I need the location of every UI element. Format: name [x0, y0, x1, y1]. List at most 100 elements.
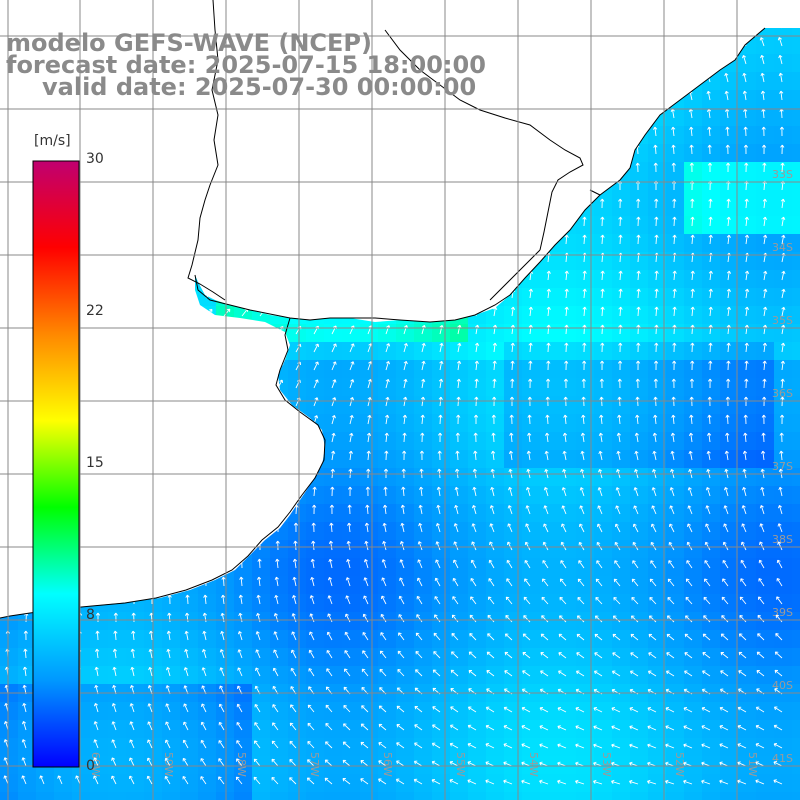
speed-cell	[792, 234, 800, 252]
wind-arrow	[775, 614, 783, 623]
wind-arrow	[666, 652, 675, 659]
wind-arrow	[762, 198, 767, 209]
wind-arrow	[325, 723, 333, 731]
speed-cell	[738, 270, 756, 288]
wind-arrow	[307, 759, 315, 767]
wind-arrow	[757, 633, 765, 641]
wind-arrow	[293, 540, 298, 551]
speed-cell	[558, 756, 576, 774]
wind-arrow	[595, 596, 603, 605]
wind-arrow	[487, 614, 495, 623]
wind-arrow	[653, 414, 658, 425]
speed-cell	[126, 612, 144, 630]
speed-cell	[324, 378, 342, 396]
wind-arrow	[485, 761, 495, 767]
wind-arrow	[617, 378, 622, 389]
wind-arrow	[719, 725, 729, 731]
speed-cell	[648, 144, 666, 162]
speed-cell	[198, 702, 216, 720]
speed-cell	[360, 576, 378, 594]
wind-arrow	[364, 522, 370, 533]
wind-arrow	[364, 540, 369, 551]
speed-cell	[108, 720, 126, 738]
speed-cell	[378, 666, 396, 684]
wind-arrow	[384, 432, 389, 443]
speed-cell	[414, 342, 432, 360]
wind-arrow	[613, 578, 621, 587]
wind-arrow	[525, 487, 531, 497]
wind-arrow	[415, 669, 423, 677]
speed-cell	[324, 522, 342, 540]
wind-arrow	[648, 633, 657, 641]
speed-cell	[576, 504, 594, 522]
speed-cell	[378, 450, 396, 468]
speed-cell	[774, 342, 792, 360]
speed-cell	[216, 612, 234, 630]
speed-cell	[468, 432, 486, 450]
wind-arrow	[672, 198, 677, 209]
wind-arrow	[93, 739, 99, 749]
speed-cell	[378, 378, 396, 396]
wind-arrow	[344, 668, 351, 677]
wind-arrow	[672, 216, 677, 227]
speed-cell	[558, 720, 576, 738]
speed-cell	[342, 756, 360, 774]
speed-cell	[522, 486, 540, 504]
speed-cell	[630, 666, 648, 684]
speed-cell	[378, 360, 396, 378]
wind-arrow	[726, 378, 731, 389]
speed-cell	[324, 450, 342, 468]
wind-arrow	[725, 126, 730, 137]
speed-cell	[666, 612, 684, 630]
speed-cell	[702, 522, 720, 540]
speed-cell	[540, 792, 558, 800]
wind-arrow	[563, 378, 569, 389]
speed-cell	[756, 540, 774, 558]
wind-arrow	[686, 541, 693, 551]
wind-arrow	[492, 378, 497, 389]
wind-arrow	[275, 558, 280, 569]
speed-cell	[738, 630, 756, 648]
wind-arrow	[720, 633, 729, 641]
wind-arrow	[521, 761, 531, 767]
speed-cell	[684, 576, 702, 594]
speed-cell	[666, 162, 684, 180]
wind-arrow	[561, 505, 567, 515]
speed-cell	[504, 522, 522, 540]
speed-cell	[576, 486, 594, 504]
wind-arrow	[521, 743, 531, 749]
speed-cell	[738, 774, 756, 792]
speed-cell	[774, 702, 792, 720]
wind-arrow	[182, 739, 189, 749]
wind-arrow	[365, 504, 370, 515]
speed-cell	[648, 774, 666, 792]
speed-cell	[396, 360, 414, 378]
wind-arrow	[327, 595, 333, 605]
wind-arrow	[779, 414, 785, 425]
wind-arrow	[342, 759, 351, 767]
speed-cell	[684, 378, 702, 396]
speed-cell	[576, 576, 594, 594]
speed-cell	[558, 234, 576, 252]
wind-arrow	[759, 523, 765, 533]
wind-arrow	[684, 670, 693, 677]
speed-cell	[756, 612, 774, 630]
speed-cell	[90, 774, 108, 792]
longitude-label: 59W	[162, 752, 175, 777]
speed-cell	[522, 378, 540, 396]
speed-cell	[234, 630, 252, 648]
speed-cell	[684, 666, 702, 684]
wind-arrow	[273, 631, 279, 641]
wind-arrow	[618, 198, 623, 209]
speed-cell	[720, 306, 738, 324]
speed-cell	[486, 468, 504, 486]
speed-cell	[414, 432, 432, 450]
wind-arrow	[705, 505, 711, 515]
speed-cell	[288, 756, 306, 774]
speed-cell	[756, 504, 774, 522]
wind-arrow	[146, 775, 153, 785]
wind-arrow	[472, 486, 477, 497]
wind-arrow	[562, 450, 567, 461]
wind-arrow	[360, 723, 369, 731]
speed-cell	[612, 360, 630, 378]
